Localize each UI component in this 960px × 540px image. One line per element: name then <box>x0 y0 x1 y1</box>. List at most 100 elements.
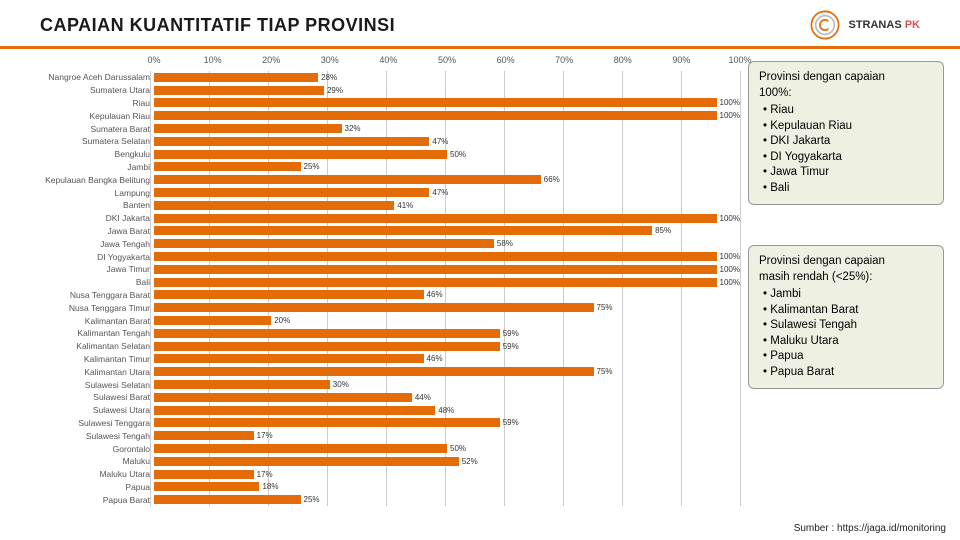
bar-row: Sulawesi Tenggara59% <box>4 417 740 430</box>
bar-fill <box>154 73 318 82</box>
province-label: Nangroe Aceh Darussalam <box>4 72 154 82</box>
province-label: Kepulauan Bangka Belitung <box>4 175 154 185</box>
bar-row: Jawa Barat85% <box>4 225 740 238</box>
province-label: Sulawesi Tengah <box>4 431 154 441</box>
bar-value-label: 46% <box>427 290 443 299</box>
box-low-pct: Provinsi dengan capaian masih rendah (<2… <box>748 245 944 389</box>
bar-row: Jambi25% <box>4 161 740 174</box>
stranas-logo-icon <box>808 8 842 42</box>
bar-track: 58% <box>154 237 740 250</box>
brand-logo: STRANAS PK <box>808 8 920 42</box>
bar-track: 100% <box>154 276 740 289</box>
list-item: Bali <box>763 181 933 197</box>
list-item: Papua Barat <box>763 365 933 381</box>
bar-track: 59% <box>154 340 740 353</box>
province-label: Riau <box>4 98 154 108</box>
box-heading: Provinsi dengan capaian 100%: <box>759 70 933 101</box>
bar-fill <box>154 329 500 338</box>
province-label: Kalimantan Selatan <box>4 341 154 351</box>
bar-chart: 0%10%20%30%40%50%60%70%80%90%100% Nangro… <box>0 55 740 506</box>
province-label: Nusa Tenggara Timur <box>4 303 154 313</box>
bar-fill <box>154 444 447 453</box>
bar-fill <box>154 354 424 363</box>
bar-row: Kalimantan Utara 75% <box>4 365 740 378</box>
bars: Nangroe Aceh Darussalam28%Sumatera Utara… <box>4 71 740 506</box>
list-item: Kepulauan Riau <box>763 119 933 135</box>
box-100pct: Provinsi dengan capaian 100%: RiauKepula… <box>748 61 944 205</box>
header: CAPAIAN KUANTITATIF TIAP PROVINSI STRANA… <box>0 0 960 49</box>
bar-row: Sumatera Selatan47% <box>4 135 740 148</box>
province-label: DKI Jakarta <box>4 213 154 223</box>
bar-value-label: 100% <box>720 111 740 120</box>
bar-fill <box>154 406 435 415</box>
bar-track: 75% <box>154 365 740 378</box>
bar-fill <box>154 188 429 197</box>
list-item: Kalimantan Barat <box>763 303 933 319</box>
box-list: RiauKepulauan RiauDKI JakartaDI Yogyakar… <box>759 103 933 196</box>
bar-fill <box>154 124 342 133</box>
bar-track: 85% <box>154 225 740 238</box>
bar-value-label: 17% <box>257 431 273 440</box>
x-tick: 50% <box>438 55 456 65</box>
bar-track: 47% <box>154 135 740 148</box>
province-label: Maluku Utara <box>4 469 154 479</box>
province-label: DI Yogyakarta <box>4 252 154 262</box>
bar-value-label: 32% <box>345 124 361 133</box>
bar-track: 29% <box>154 84 740 97</box>
bar-track: 50% <box>154 442 740 455</box>
bar-row: Nusa Tenggara Timur75% <box>4 301 740 314</box>
bar-fill <box>154 98 717 107</box>
bar-fill <box>154 226 652 235</box>
bar-row: Bengkulu50% <box>4 148 740 161</box>
x-axis: 0%10%20%30%40%50%60%70%80%90%100% <box>154 55 740 71</box>
bar-fill <box>154 393 412 402</box>
province-label: Sulawesi Utara <box>4 405 154 415</box>
province-label: Papua <box>4 482 154 492</box>
bar-value-label: 46% <box>427 354 443 363</box>
bar-value-label: 66% <box>544 175 560 184</box>
bar-fill <box>154 278 717 287</box>
x-tick: 40% <box>379 55 397 65</box>
bar-value-label: 75% <box>597 367 613 376</box>
bar-track: 17% <box>154 468 740 481</box>
province-label: Jawa Timur <box>4 264 154 274</box>
bar-track: 28% <box>154 71 740 84</box>
bar-value-label: 100% <box>720 214 740 223</box>
bar-row: DKI Jakarta 100% <box>4 212 740 225</box>
bar-fill <box>154 482 259 491</box>
province-label: Banten <box>4 200 154 210</box>
bar-value-label: 59% <box>503 342 519 351</box>
bar-fill <box>154 431 254 440</box>
bar-fill <box>154 239 494 248</box>
bar-row: Gorontalo50% <box>4 442 740 455</box>
bar-value-label: 28% <box>321 73 337 82</box>
bar-value-label: 48% <box>438 406 454 415</box>
province-label: Jambi <box>4 162 154 172</box>
bar-row: Riau100% <box>4 97 740 110</box>
bar-value-label: 18% <box>262 482 278 491</box>
bar-row: Papua Barat25% <box>4 493 740 506</box>
province-label: Kalimantan Utara <box>4 367 154 377</box>
bar-row: Maluku52% <box>4 455 740 468</box>
list-item: Sulawesi Tengah <box>763 318 933 334</box>
province-label: Bali <box>4 277 154 287</box>
province-label: Papua Barat <box>4 495 154 505</box>
bar-value-label: 59% <box>503 329 519 338</box>
province-label: Kalimantan Timur <box>4 354 154 364</box>
bar-fill <box>154 214 717 223</box>
x-tick: 0% <box>147 55 160 65</box>
bar-value-label: 50% <box>450 150 466 159</box>
x-tick: 70% <box>555 55 573 65</box>
bar-fill <box>154 495 301 504</box>
bar-track: 25% <box>154 161 740 174</box>
province-label: Sumatera Selatan <box>4 136 154 146</box>
bar-track: 100% <box>154 212 740 225</box>
list-item: Riau <box>763 103 933 119</box>
bar-row: DI Yogyakarta100% <box>4 250 740 263</box>
province-label: Sumatera Barat <box>4 124 154 134</box>
bar-row: Sulawesi Utara 48% <box>4 404 740 417</box>
bar-track: 46% <box>154 353 740 366</box>
bar-value-label: 30% <box>333 380 349 389</box>
province-label: Maluku <box>4 456 154 466</box>
bar-track: 50% <box>154 148 740 161</box>
